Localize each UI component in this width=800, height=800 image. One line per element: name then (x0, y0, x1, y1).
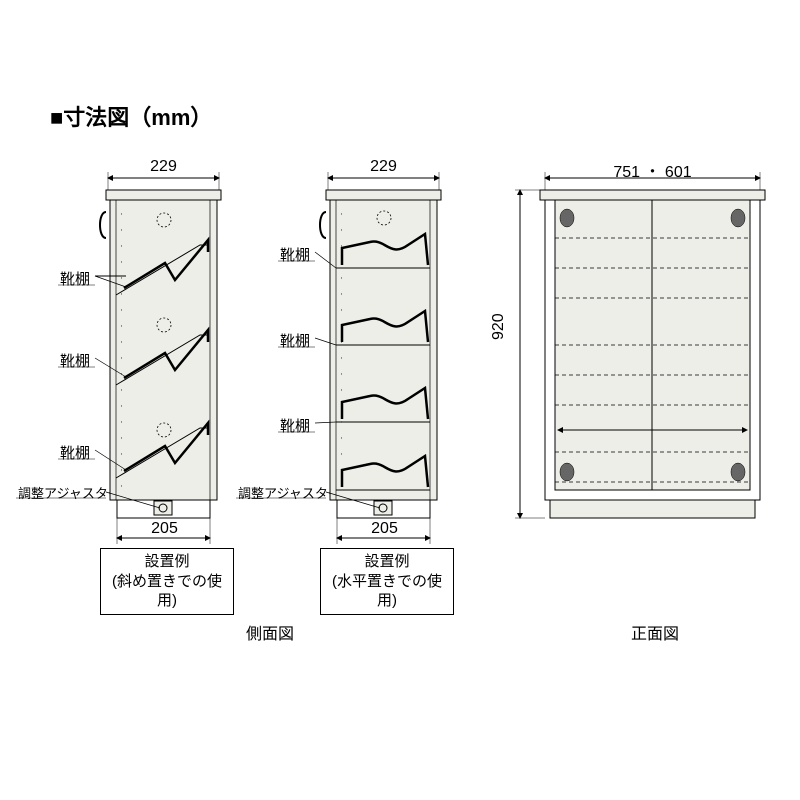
drawing-svg (0, 0, 800, 800)
side-view-1 (100, 190, 221, 518)
front-view (540, 190, 765, 518)
side-view-2 (320, 190, 441, 518)
